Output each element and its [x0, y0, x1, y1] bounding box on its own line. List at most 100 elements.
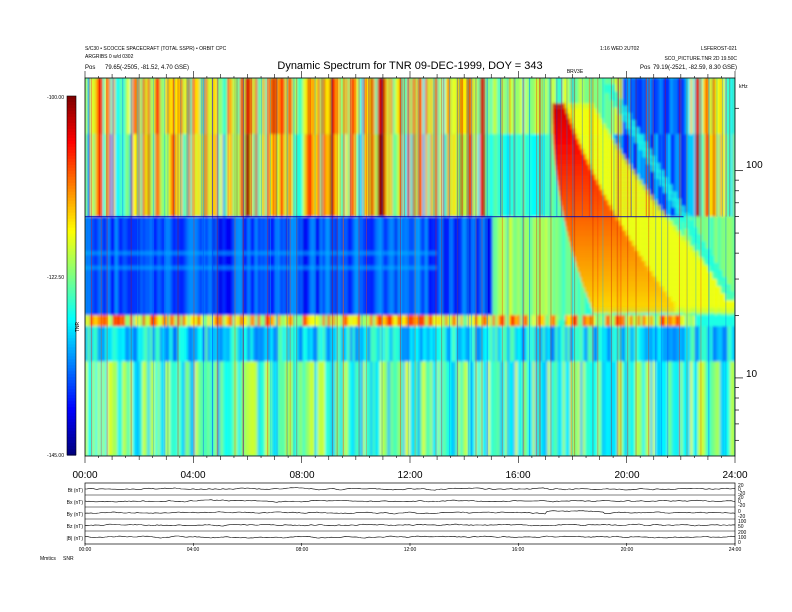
spectrogram-line [250, 78, 252, 217]
spectrogram-cell [447, 361, 451, 456]
spectrogram-band-cell [447, 315, 451, 327]
spectrogram-cell [170, 361, 174, 456]
spectrogram-line [399, 78, 401, 456]
spectrogram-cell [497, 78, 501, 135]
spectrogram-cell [710, 326, 714, 362]
spectrogram-band-cell [355, 315, 359, 327]
spectrogram-cell [477, 78, 481, 135]
spectrogram-band-cell [495, 315, 499, 327]
colorbar-strip [67, 197, 76, 202]
spectrogram-cell [700, 134, 704, 217]
spectrogram-cell [337, 78, 341, 135]
spectrogram-cell [317, 78, 321, 135]
spectrogram-line [275, 78, 277, 217]
spectrogram-cell [690, 361, 694, 456]
spectrogram-cell [227, 134, 231, 217]
spectrogram-band-cell [680, 315, 684, 327]
spectrogram-band-cell [340, 315, 344, 327]
spectrogram-cell [557, 216, 561, 321]
spectrogram-cell [525, 326, 529, 362]
spectrogram-cell [602, 326, 606, 362]
colorbar-strip [67, 320, 76, 324]
spectrogram-band-cell [460, 315, 464, 327]
spectrogram-cell [102, 134, 106, 217]
spectrogram-cell [160, 326, 164, 362]
spectrogram-cell [285, 361, 289, 456]
spectrogram-cell [382, 78, 386, 135]
spectrogram-band-cell [265, 315, 269, 327]
colorbar-strip [67, 134, 76, 139]
spectrogram-band-cell [342, 315, 346, 327]
spectrogram-cell [442, 134, 446, 217]
spectrogram-band-cell [387, 315, 391, 327]
colorbar-strip [67, 302, 76, 307]
arc-cell [671, 198, 682, 208]
spectrogram-cell [202, 361, 206, 456]
spectrogram-band-cell [150, 315, 154, 327]
spectrogram-cell [322, 134, 326, 217]
spectrogram-cell [505, 216, 509, 321]
spectrogram-cell [232, 326, 236, 362]
colorbar-strip [67, 389, 76, 393]
spectrogram-cell [380, 361, 384, 456]
spectrogram-cell [290, 361, 294, 456]
spectrogram-cell [417, 326, 421, 362]
spectrogram-band-cell [632, 315, 636, 327]
spectrogram-cell [630, 326, 634, 362]
spectrogram-cell [150, 361, 154, 456]
spectrogram-line [590, 78, 592, 217]
spectrogram-band-cell [655, 315, 659, 327]
colorbar-strip [67, 236, 76, 241]
colorbar-strip [67, 140, 76, 145]
spectrogram-band-cell [385, 315, 389, 327]
spectrogram-cell [217, 78, 221, 135]
spectrogram-cell [705, 361, 709, 456]
spectrogram-cell [242, 361, 246, 456]
spectrogram-line [276, 78, 278, 456]
spectrogram-cell [562, 326, 566, 362]
colorbar-strip [67, 440, 76, 444]
spectrogram-cell [490, 326, 494, 362]
spectrogram-cell [542, 78, 546, 135]
spectrogram-cell [410, 326, 414, 362]
spectrogram-cell [352, 361, 356, 456]
spectrogram-cell [492, 134, 496, 217]
mag-traces [84, 487, 736, 546]
spectrogram-band-cell [102, 315, 106, 327]
spectrogram-band-cell [440, 315, 444, 327]
spectrogram-band-cell [165, 315, 169, 327]
spectrogram-band-cell [522, 315, 526, 327]
spectrogram-band-cell [255, 315, 259, 327]
spectrogram-cell [592, 361, 596, 456]
spectrogram-cell [195, 78, 199, 135]
colorbar-strip [67, 266, 76, 271]
spectrogram-line [561, 78, 563, 217]
spectrogram-cell [487, 216, 491, 321]
spectrogram-cell [352, 78, 356, 135]
spectrogram-cell [240, 326, 244, 362]
spectrogram-cell [685, 361, 689, 456]
spectrogram-cell [415, 78, 419, 135]
spectrogram-line [648, 78, 650, 456]
spectrogram-cell [297, 361, 301, 456]
spectrogram-cell [505, 134, 509, 217]
spectrogram-cell [442, 326, 446, 362]
spectrogram-cell [392, 134, 396, 217]
spectrogram-band-cell [627, 315, 631, 327]
spectrogram-cell [375, 361, 379, 456]
spectrogram-cell [110, 326, 114, 362]
spectrogram-cell [312, 326, 316, 362]
spectrogram-line [618, 78, 620, 217]
spectrogram-cell [140, 134, 144, 217]
spectrogram-cell [207, 326, 211, 362]
spectrogram-cell [260, 361, 264, 456]
spectrogram-cell [167, 361, 171, 456]
spectrogram-band-cell [335, 315, 339, 327]
spectrogram-cell [580, 361, 584, 456]
spectrogram-band-cell [225, 315, 229, 327]
spectrogram-cell [532, 216, 536, 321]
colorbar-strip [67, 329, 76, 333]
spectrogram-cell [160, 361, 164, 456]
spectrogram-cell [520, 134, 524, 217]
spectrogram-cell [725, 216, 729, 321]
